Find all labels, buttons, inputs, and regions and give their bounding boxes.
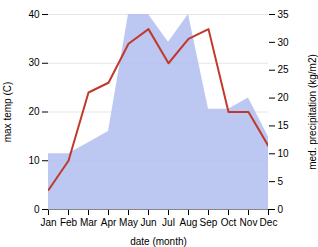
svg-text:Jun: Jun — [140, 217, 156, 228]
svg-text:0: 0 — [34, 204, 40, 215]
svg-text:20: 20 — [28, 106, 40, 117]
svg-text:med. precipitation (kg/m2): med. precipitation (kg/m2) — [307, 54, 318, 170]
svg-text:May: May — [119, 217, 138, 228]
svg-text:Aug: Aug — [180, 217, 198, 228]
svg-text:Mar: Mar — [80, 217, 98, 228]
svg-text:max temp (C): max temp (C) — [2, 82, 13, 143]
svg-text:15: 15 — [278, 120, 290, 131]
svg-text:10: 10 — [278, 148, 290, 159]
svg-text:Nov: Nov — [240, 217, 258, 228]
svg-text:20: 20 — [278, 92, 290, 103]
svg-text:Sep: Sep — [200, 217, 218, 228]
svg-text:40: 40 — [28, 9, 40, 20]
svg-text:5: 5 — [278, 176, 284, 187]
svg-text:Dec: Dec — [260, 217, 278, 228]
svg-text:30: 30 — [278, 37, 290, 48]
svg-text:0: 0 — [278, 204, 284, 215]
svg-text:10: 10 — [28, 155, 40, 166]
svg-text:Apr: Apr — [101, 217, 117, 228]
svg-text:25: 25 — [278, 64, 290, 75]
svg-text:Oct: Oct — [221, 217, 237, 228]
svg-text:35: 35 — [278, 9, 290, 20]
svg-text:date (month): date (month) — [130, 236, 187, 247]
svg-text:Jan: Jan — [40, 217, 56, 228]
svg-text:30: 30 — [28, 57, 40, 68]
svg-text:Feb: Feb — [60, 217, 78, 228]
svg-text:Jul: Jul — [162, 217, 175, 228]
